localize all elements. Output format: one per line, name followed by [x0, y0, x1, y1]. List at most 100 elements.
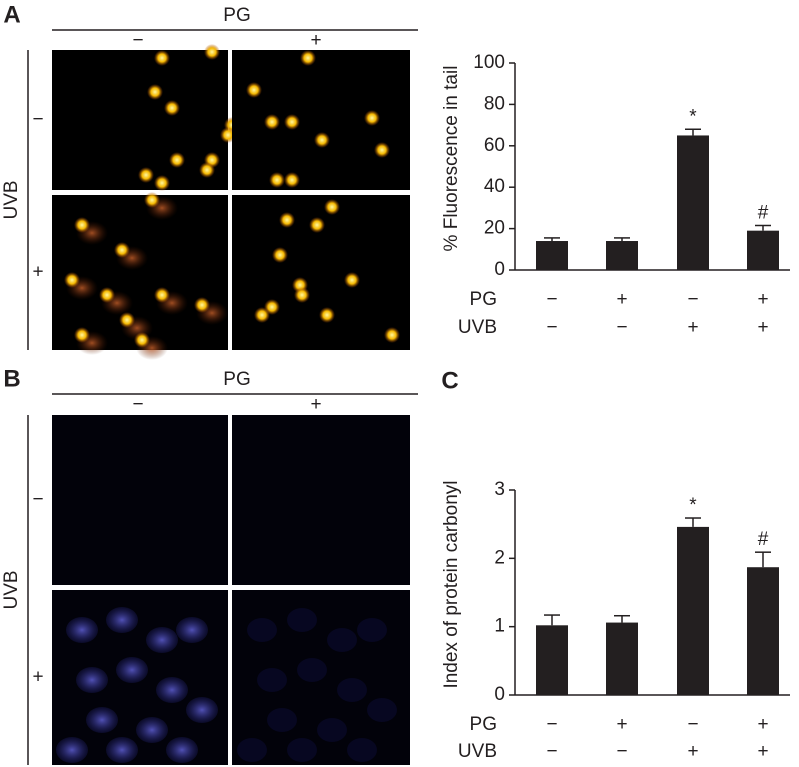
cell	[287, 738, 317, 762]
nucleus	[309, 217, 325, 233]
nucleus	[294, 287, 310, 303]
category-label: +	[616, 289, 627, 310]
cell	[76, 667, 108, 693]
y-tick-label: 3	[494, 479, 505, 500]
category-label: +	[757, 289, 768, 310]
row-axis-label: UVB	[1, 180, 22, 219]
category-label: +	[687, 741, 698, 762]
panel-label: B	[3, 365, 20, 392]
y-tick-label: 1	[494, 616, 505, 637]
nucleus	[144, 192, 160, 208]
category-row-name: PG	[470, 714, 497, 735]
category-label: −	[546, 317, 557, 338]
category-label: −	[546, 289, 557, 310]
cell	[327, 628, 357, 652]
category-label: +	[687, 317, 698, 338]
cell	[347, 738, 377, 762]
category-label: −	[616, 741, 627, 762]
cell	[136, 717, 168, 743]
row-label: +	[32, 667, 43, 688]
column-label: +	[310, 30, 321, 51]
nucleus	[64, 272, 80, 288]
y-tick-label: 40	[484, 176, 505, 197]
column-label: −	[132, 394, 143, 415]
nucleus	[154, 50, 170, 66]
cell	[337, 678, 367, 702]
panel-label: A	[3, 1, 20, 28]
cell	[357, 618, 387, 642]
cell	[106, 607, 138, 633]
annotation: *	[689, 106, 697, 127]
cell	[106, 737, 138, 763]
micrograph	[52, 415, 228, 585]
bar	[606, 622, 638, 695]
y-axis-label: % Fluorescence in tail	[441, 66, 462, 252]
nucleus	[119, 312, 135, 328]
y-tick-label: 60	[484, 135, 505, 156]
nucleus	[284, 114, 300, 130]
cell	[116, 657, 148, 683]
bar	[536, 625, 568, 695]
nucleus	[300, 50, 316, 66]
nucleus	[324, 199, 340, 215]
category-row-name: PG	[470, 289, 497, 310]
category-label: +	[616, 714, 627, 735]
category-label: −	[687, 714, 698, 735]
row-label: −	[32, 489, 43, 510]
nucleus	[384, 327, 400, 343]
y-tick-label: 80	[484, 93, 505, 114]
column-header: PG	[223, 5, 250, 26]
cell	[267, 708, 297, 732]
category-label: +	[757, 714, 768, 735]
cell	[367, 698, 397, 722]
nucleus	[344, 272, 360, 288]
nucleus	[204, 44, 220, 60]
row-axis-label: UVB	[1, 570, 22, 609]
micrograph	[232, 415, 410, 585]
nucleus	[264, 114, 280, 130]
bar	[677, 526, 709, 695]
cell	[86, 707, 118, 733]
annotation: *	[689, 495, 697, 516]
nucleus	[364, 110, 380, 126]
cell	[166, 737, 198, 763]
cell	[237, 738, 267, 762]
y-tick-label: 2	[494, 547, 505, 568]
nucleus	[164, 100, 180, 116]
bar	[606, 241, 638, 270]
nucleus	[134, 332, 150, 348]
nucleus	[272, 247, 288, 263]
nucleus	[169, 152, 185, 168]
nucleus	[254, 307, 270, 323]
row-label: −	[32, 109, 43, 130]
category-row-name: UVB	[458, 741, 497, 762]
bar	[747, 567, 779, 695]
nucleus	[284, 172, 300, 188]
nucleus	[154, 175, 170, 191]
nucleus	[374, 142, 390, 158]
cell	[247, 618, 277, 642]
y-tick-label: 100	[473, 52, 505, 73]
cell	[156, 677, 188, 703]
y-tick-label: 0	[494, 259, 505, 280]
category-label: −	[546, 741, 557, 762]
nucleus	[314, 132, 330, 148]
nucleus	[199, 162, 215, 178]
cell	[66, 617, 98, 643]
cell	[146, 627, 178, 653]
y-axis-label: Index of protein carbonyl	[441, 480, 462, 688]
bar	[536, 241, 568, 270]
nucleus	[99, 287, 115, 303]
column-header: PG	[223, 369, 250, 390]
category-label: +	[757, 317, 768, 338]
nucleus	[154, 287, 170, 303]
nucleus	[279, 212, 295, 228]
nucleus	[246, 82, 262, 98]
nucleus	[74, 217, 90, 233]
y-tick-label: 20	[484, 218, 505, 239]
nucleus	[147, 84, 163, 100]
annotation: #	[758, 529, 769, 550]
panel-label: C	[441, 367, 458, 394]
column-label: +	[310, 394, 321, 415]
